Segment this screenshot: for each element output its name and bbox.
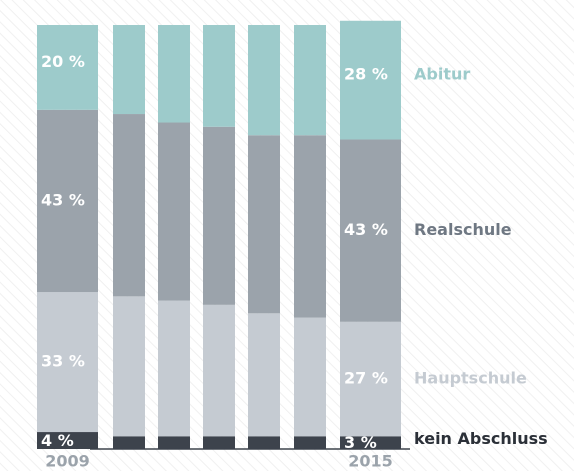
x-tick-label: 2009	[45, 452, 90, 471]
legend-label: Realschule	[414, 220, 512, 239]
bar-segment	[248, 436, 280, 449]
bar-segment	[248, 25, 280, 136]
value-label: 28 %	[344, 65, 388, 84]
bar-segment	[294, 436, 326, 449]
bar-segment	[113, 296, 145, 437]
bar-segment	[203, 25, 235, 127]
bar-segment	[340, 321, 401, 437]
bar-segment	[37, 109, 98, 293]
legend-label: Abitur	[414, 65, 470, 84]
bar-segment	[294, 25, 326, 136]
bar-segment	[37, 25, 98, 110]
bar-segment	[294, 135, 326, 318]
bar-segment	[203, 304, 235, 437]
bar-segment	[203, 126, 235, 305]
value-label: 33 %	[41, 352, 85, 371]
value-label: 27 %	[344, 369, 388, 388]
bar-segment	[37, 432, 98, 449]
value-label: 20 %	[41, 52, 85, 71]
legend-label: Hauptschule	[414, 369, 527, 388]
bar-segment	[203, 436, 235, 449]
bar-segment	[248, 135, 280, 314]
bar-segment	[37, 292, 98, 433]
bar-segment	[158, 300, 190, 437]
bar-segment	[294, 317, 326, 437]
bar-segment	[158, 436, 190, 449]
x-tick-label: 2015	[348, 452, 393, 471]
bar-segment	[113, 114, 145, 297]
value-label: 4 %	[41, 431, 74, 450]
legend-label: kein Abschluss	[414, 429, 548, 448]
bar-segment	[113, 436, 145, 449]
bar-segment	[158, 122, 190, 301]
value-label: 3 %	[344, 433, 377, 452]
bar-segment	[158, 25, 190, 123]
bar-segment	[113, 25, 145, 115]
bar-segment	[340, 139, 401, 322]
value-label: 43 %	[41, 190, 85, 209]
bar-segment	[340, 436, 401, 449]
bar-segment	[248, 313, 280, 437]
value-label: 43 %	[344, 220, 388, 239]
bar-segment	[340, 20, 401, 140]
